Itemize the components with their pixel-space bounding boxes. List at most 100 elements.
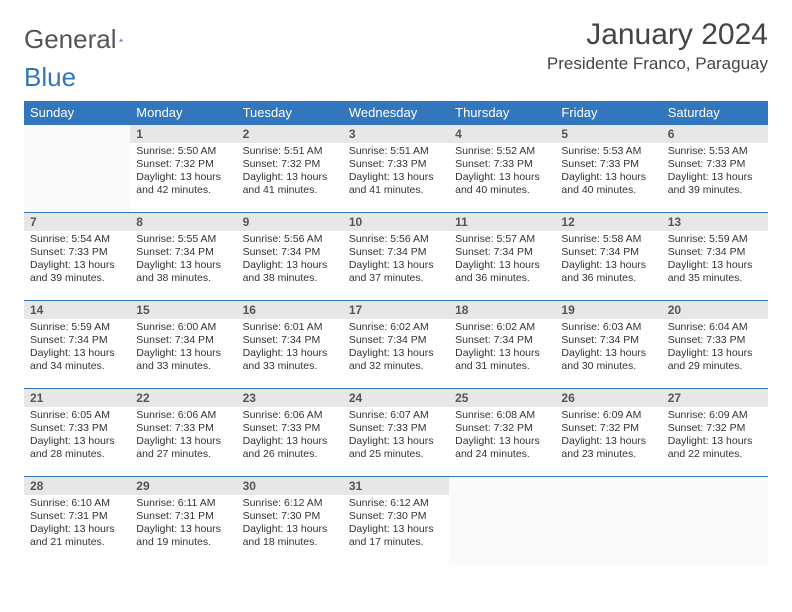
daylight-line: Daylight: 13 hours and 28 minutes. (30, 435, 124, 461)
day-details: Sunrise: 5:56 AMSunset: 7:34 PMDaylight:… (343, 231, 449, 290)
sunset-line: Sunset: 7:34 PM (561, 334, 655, 347)
daylight-line: Daylight: 13 hours and 36 minutes. (455, 259, 549, 285)
day-number: 2 (237, 125, 343, 143)
daylight-line: Daylight: 13 hours and 42 minutes. (136, 171, 230, 197)
daylight-line: Daylight: 13 hours and 38 minutes. (136, 259, 230, 285)
empty-day (24, 125, 130, 212)
sunset-line: Sunset: 7:34 PM (455, 334, 549, 347)
weekday-header: Thursday (449, 101, 555, 125)
day-details: Sunrise: 5:51 AMSunset: 7:33 PMDaylight:… (343, 143, 449, 202)
title-block: January 2024 Presidente Franco, Paraguay (547, 18, 768, 74)
sunrise-line: Sunrise: 5:57 AM (455, 233, 549, 246)
calendar-week-row: 14Sunrise: 5:59 AMSunset: 7:34 PMDayligh… (24, 301, 768, 389)
day-details: Sunrise: 6:00 AMSunset: 7:34 PMDaylight:… (130, 319, 236, 378)
daylight-line: Daylight: 13 hours and 29 minutes. (668, 347, 762, 373)
weekday-header: Sunday (24, 101, 130, 125)
logo-text-1: General (24, 24, 117, 55)
day-details: Sunrise: 6:02 AMSunset: 7:34 PMDaylight:… (449, 319, 555, 378)
weekday-header: Friday (555, 101, 661, 125)
day-number: 27 (662, 389, 768, 407)
day-number: 21 (24, 389, 130, 407)
daylight-line: Daylight: 13 hours and 21 minutes. (30, 523, 124, 549)
sunset-line: Sunset: 7:34 PM (349, 246, 443, 259)
day-number: 19 (555, 301, 661, 319)
calendar-day-cell (449, 477, 555, 565)
daylight-line: Daylight: 13 hours and 24 minutes. (455, 435, 549, 461)
weekday-header: Saturday (662, 101, 768, 125)
day-number: 29 (130, 477, 236, 495)
sunset-line: Sunset: 7:32 PM (668, 422, 762, 435)
sunset-line: Sunset: 7:33 PM (243, 422, 337, 435)
daylight-line: Daylight: 13 hours and 22 minutes. (668, 435, 762, 461)
sunrise-line: Sunrise: 6:12 AM (243, 497, 337, 510)
day-details: Sunrise: 5:59 AMSunset: 7:34 PMDaylight:… (24, 319, 130, 378)
sunset-line: Sunset: 7:34 PM (561, 246, 655, 259)
sunrise-line: Sunrise: 6:12 AM (349, 497, 443, 510)
day-details: Sunrise: 6:01 AMSunset: 7:34 PMDaylight:… (237, 319, 343, 378)
calendar-day-cell: 26Sunrise: 6:09 AMSunset: 7:32 PMDayligh… (555, 389, 661, 477)
sunrise-line: Sunrise: 6:07 AM (349, 409, 443, 422)
daylight-line: Daylight: 13 hours and 26 minutes. (243, 435, 337, 461)
daylight-line: Daylight: 13 hours and 32 minutes. (349, 347, 443, 373)
calendar-day-cell: 13Sunrise: 5:59 AMSunset: 7:34 PMDayligh… (662, 213, 768, 301)
daylight-line: Daylight: 13 hours and 39 minutes. (30, 259, 124, 285)
day-details: Sunrise: 5:57 AMSunset: 7:34 PMDaylight:… (449, 231, 555, 290)
day-number: 1 (130, 125, 236, 143)
calendar-day-cell: 11Sunrise: 5:57 AMSunset: 7:34 PMDayligh… (449, 213, 555, 301)
calendar-day-cell: 22Sunrise: 6:06 AMSunset: 7:33 PMDayligh… (130, 389, 236, 477)
calendar-week-row: 1Sunrise: 5:50 AMSunset: 7:32 PMDaylight… (24, 125, 768, 213)
sunset-line: Sunset: 7:33 PM (349, 422, 443, 435)
day-details: Sunrise: 5:53 AMSunset: 7:33 PMDaylight:… (555, 143, 661, 202)
sunrise-line: Sunrise: 6:11 AM (136, 497, 230, 510)
sunrise-line: Sunrise: 6:09 AM (561, 409, 655, 422)
sunrise-line: Sunrise: 6:09 AM (668, 409, 762, 422)
sunrise-line: Sunrise: 5:54 AM (30, 233, 124, 246)
calendar-day-cell: 19Sunrise: 6:03 AMSunset: 7:34 PMDayligh… (555, 301, 661, 389)
logo-sail-icon (119, 30, 124, 50)
daylight-line: Daylight: 13 hours and 30 minutes. (561, 347, 655, 373)
day-details: Sunrise: 6:06 AMSunset: 7:33 PMDaylight:… (237, 407, 343, 466)
daylight-line: Daylight: 13 hours and 39 minutes. (668, 171, 762, 197)
daylight-line: Daylight: 13 hours and 33 minutes. (136, 347, 230, 373)
sunset-line: Sunset: 7:34 PM (136, 246, 230, 259)
empty-day (449, 477, 555, 565)
calendar-day-cell: 3Sunrise: 5:51 AMSunset: 7:33 PMDaylight… (343, 125, 449, 213)
day-number: 23 (237, 389, 343, 407)
sunset-line: Sunset: 7:34 PM (136, 334, 230, 347)
calendar-day-cell: 6Sunrise: 5:53 AMSunset: 7:33 PMDaylight… (662, 125, 768, 213)
day-number: 20 (662, 301, 768, 319)
day-number: 30 (237, 477, 343, 495)
sunset-line: Sunset: 7:33 PM (30, 246, 124, 259)
day-number: 18 (449, 301, 555, 319)
day-details: Sunrise: 6:05 AMSunset: 7:33 PMDaylight:… (24, 407, 130, 466)
day-number: 16 (237, 301, 343, 319)
calendar-day-cell: 20Sunrise: 6:04 AMSunset: 7:33 PMDayligh… (662, 301, 768, 389)
sunset-line: Sunset: 7:33 PM (349, 158, 443, 171)
sunrise-line: Sunrise: 6:01 AM (243, 321, 337, 334)
day-details: Sunrise: 6:02 AMSunset: 7:34 PMDaylight:… (343, 319, 449, 378)
sunset-line: Sunset: 7:32 PM (561, 422, 655, 435)
logo-text-2: Blue (24, 62, 76, 93)
day-details: Sunrise: 6:10 AMSunset: 7:31 PMDaylight:… (24, 495, 130, 554)
day-details: Sunrise: 6:06 AMSunset: 7:33 PMDaylight:… (130, 407, 236, 466)
calendar-day-cell: 23Sunrise: 6:06 AMSunset: 7:33 PMDayligh… (237, 389, 343, 477)
daylight-line: Daylight: 13 hours and 41 minutes. (349, 171, 443, 197)
daylight-line: Daylight: 13 hours and 35 minutes. (668, 259, 762, 285)
sunset-line: Sunset: 7:33 PM (136, 422, 230, 435)
sunset-line: Sunset: 7:33 PM (455, 158, 549, 171)
calendar-day-cell: 7Sunrise: 5:54 AMSunset: 7:33 PMDaylight… (24, 213, 130, 301)
day-number: 8 (130, 213, 236, 231)
calendar-day-cell (555, 477, 661, 565)
sunrise-line: Sunrise: 5:53 AM (561, 145, 655, 158)
day-details: Sunrise: 6:09 AMSunset: 7:32 PMDaylight:… (662, 407, 768, 466)
sunrise-line: Sunrise: 5:59 AM (668, 233, 762, 246)
sunrise-line: Sunrise: 6:05 AM (30, 409, 124, 422)
calendar-day-cell: 28Sunrise: 6:10 AMSunset: 7:31 PMDayligh… (24, 477, 130, 565)
calendar-table: SundayMondayTuesdayWednesdayThursdayFrid… (24, 101, 768, 565)
location: Presidente Franco, Paraguay (547, 54, 768, 74)
calendar-day-cell: 15Sunrise: 6:00 AMSunset: 7:34 PMDayligh… (130, 301, 236, 389)
day-number: 15 (130, 301, 236, 319)
calendar-week-row: 21Sunrise: 6:05 AMSunset: 7:33 PMDayligh… (24, 389, 768, 477)
empty-day (555, 477, 661, 565)
sunrise-line: Sunrise: 5:51 AM (243, 145, 337, 158)
